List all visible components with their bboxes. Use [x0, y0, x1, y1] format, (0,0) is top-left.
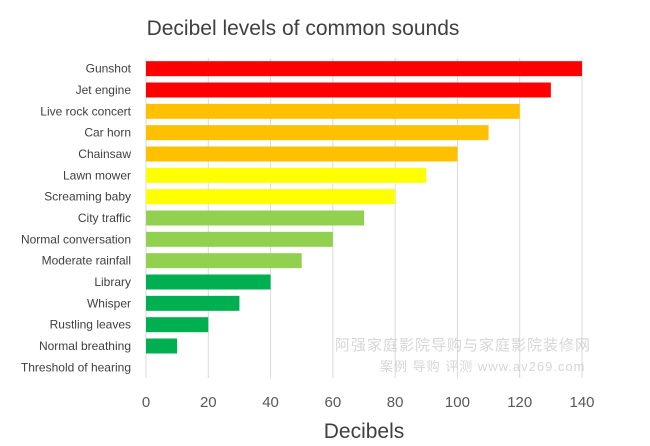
bar	[146, 61, 582, 77]
bar	[146, 338, 178, 354]
x-tick-label: 100	[445, 394, 470, 411]
category-label: Lawn mower	[63, 168, 131, 182]
bar	[146, 295, 240, 311]
category-label: Live rock concert	[40, 104, 131, 118]
x-tick-label: 20	[200, 394, 217, 411]
category-label: Jet engine	[76, 83, 132, 97]
chart-title: Decibel levels of common sounds	[147, 17, 460, 40]
watermark-line-1: 阿强家庭影院导购与家庭影院装修网	[335, 337, 592, 354]
x-tick-label: 0	[142, 394, 150, 411]
bar	[146, 125, 489, 141]
bar	[146, 274, 271, 290]
bar	[146, 103, 520, 119]
category-label: Normal conversation	[21, 232, 131, 246]
bar	[146, 167, 427, 183]
bar	[146, 189, 396, 205]
bar	[146, 146, 458, 162]
category-label: Chainsaw	[78, 147, 131, 161]
category-label: Normal breathing	[39, 339, 131, 353]
category-label: Gunshot	[86, 62, 132, 76]
category-label: City traffic	[78, 211, 131, 225]
watermark-line-2: 案例 导购 评测 www.av269.com	[380, 359, 586, 374]
x-tick-label: 120	[507, 394, 532, 411]
bar	[146, 231, 333, 247]
bar	[146, 317, 209, 333]
category-label: Library	[94, 275, 131, 289]
category-label: Screaming baby	[44, 190, 131, 204]
bar	[146, 253, 302, 269]
category-label: Moderate rainfall	[42, 254, 131, 268]
category-label: Threshold of hearing	[21, 360, 131, 374]
x-tick-label: 40	[262, 394, 279, 411]
x-axis-label: Decibels	[324, 420, 405, 443]
category-label: Whisper	[87, 296, 131, 310]
x-tick-label: 60	[325, 394, 342, 411]
x-tick-label: 80	[387, 394, 404, 411]
category-label: Rustling leaves	[50, 318, 131, 332]
category-label: Car horn	[84, 126, 131, 140]
bar	[146, 82, 551, 98]
bar	[146, 210, 364, 226]
x-tick-label: 140	[569, 394, 594, 411]
